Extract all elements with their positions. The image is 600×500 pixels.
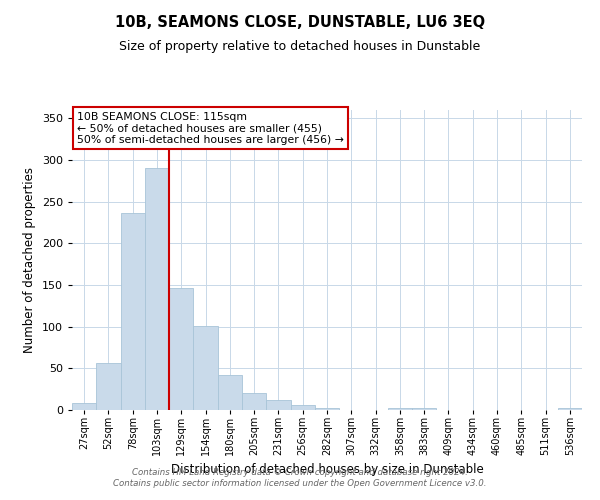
Bar (218, 375, 242, 410)
Bar (121, 212, 145, 410)
Bar (412, 408, 436, 410)
Bar (558, 408, 582, 410)
Bar (242, 392, 266, 410)
Bar (145, 168, 169, 410)
Bar (72, 404, 96, 410)
Bar (193, 326, 218, 410)
Bar (96, 362, 121, 410)
Y-axis label: Number of detached properties: Number of detached properties (23, 167, 36, 353)
Text: Size of property relative to detached houses in Dunstable: Size of property relative to detached ho… (119, 40, 481, 53)
Bar (266, 400, 290, 410)
Bar (290, 405, 315, 410)
X-axis label: Distribution of detached houses by size in Dunstable: Distribution of detached houses by size … (170, 464, 484, 476)
Bar (315, 408, 339, 410)
Text: Contains HM Land Registry data © Crown copyright and database right 2024.
Contai: Contains HM Land Registry data © Crown c… (113, 468, 487, 487)
Bar (388, 408, 412, 410)
Text: 10B SEAMONS CLOSE: 115sqm
← 50% of detached houses are smaller (455)
50% of semi: 10B SEAMONS CLOSE: 115sqm ← 50% of detac… (77, 112, 344, 144)
Text: 10B, SEAMONS CLOSE, DUNSTABLE, LU6 3EQ: 10B, SEAMONS CLOSE, DUNSTABLE, LU6 3EQ (115, 15, 485, 30)
Bar (169, 288, 193, 410)
